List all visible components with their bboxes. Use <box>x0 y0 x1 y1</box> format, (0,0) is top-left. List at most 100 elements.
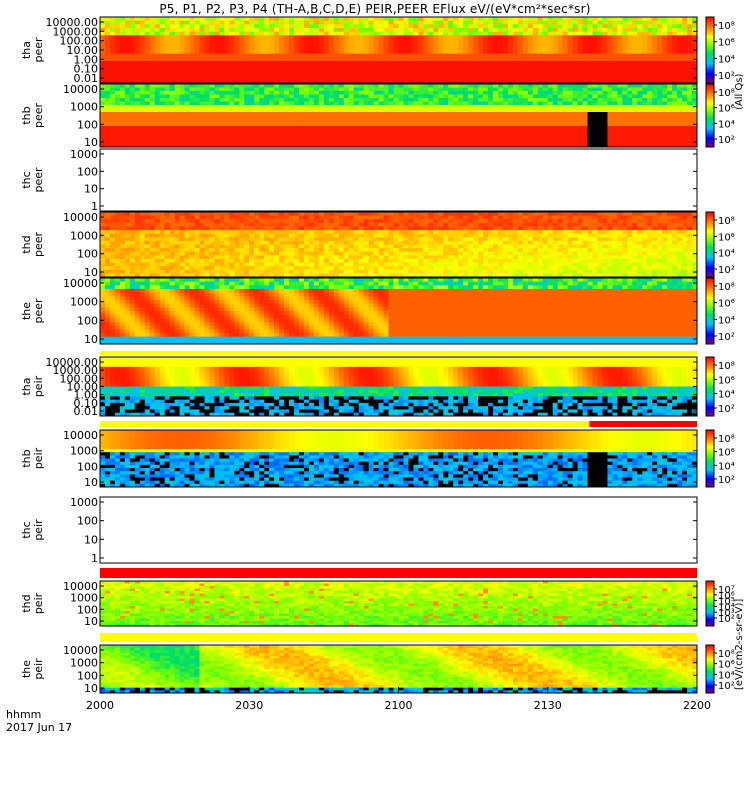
y-tick-label: 0.01 <box>74 405 99 418</box>
date-label: 2017 Jun 17 <box>6 721 72 734</box>
panel-thc-peer: 1000 100 10 1 thc peer <box>20 148 698 213</box>
spectrogram-cells <box>100 278 698 345</box>
colorbar-tick-label: 10² <box>718 475 735 486</box>
y-tick-label: 1000 <box>70 592 98 605</box>
colorbar-tick-label: 10⁴ <box>718 670 735 681</box>
colorbar-unit-alt-group: (All Qs) <box>734 73 745 110</box>
colorbar-tick-label: 10⁶ <box>718 104 735 115</box>
probe-label: tha <box>20 377 33 395</box>
y-tick-label: 100 <box>77 669 98 682</box>
colorbar-tick-label: 10⁴ <box>718 602 735 613</box>
colorbar-tick-label: 10² <box>718 614 735 625</box>
x-tick-label: 2100 <box>385 699 413 712</box>
probe-label: thb <box>20 106 33 124</box>
colorbar-tick-label: 10⁶ <box>718 591 735 602</box>
colorbar-tick-label: 10⁸ <box>718 282 735 293</box>
colorbar-tick-label: 10⁴ <box>718 315 735 326</box>
x-tick-label: 2130 <box>534 699 562 712</box>
y-tick-label: 10000 <box>63 211 98 224</box>
species-label: peir <box>32 658 45 680</box>
species-label: peer <box>32 103 45 129</box>
spectrogram-cells <box>100 17 698 84</box>
quality-bar <box>100 568 697 578</box>
colorbar-tick-label: 10² <box>718 332 735 343</box>
spectrogram-cells <box>100 430 698 488</box>
y-tick-label: 0.10 <box>74 397 99 410</box>
y-tick-label: 10 <box>84 682 98 695</box>
y-tick-label: 10 <box>84 615 98 628</box>
colorbar-tick-label: 10⁸ <box>718 88 735 99</box>
y-tick-label: 10000 <box>63 580 98 593</box>
quality-bar <box>100 633 697 642</box>
panel-label: thc peir <box>20 519 45 541</box>
species-label: peir <box>32 592 45 614</box>
spectrogram-cells <box>100 84 698 148</box>
y-tick-label: 1000 <box>70 296 98 309</box>
species-label: peer <box>32 37 45 63</box>
colorbar-tick-label: 10² <box>718 681 735 692</box>
colorbar-tick-label: 10⁵ <box>718 597 735 608</box>
colorbar-tick-label: 10⁸ <box>718 649 735 660</box>
panel-thc-peir: 1000 100 10 1 thc peir <box>20 496 698 565</box>
colorbar-tick-label: 10⁶ <box>718 38 735 49</box>
y-tick-label: 0.10 <box>74 63 99 76</box>
colorbar-tick-label: 10⁴ <box>718 461 735 472</box>
y-tick-label: 100 <box>77 460 98 473</box>
y-tick-label: 100 <box>77 248 98 261</box>
x-axis: 2000 2030 2100 2130 2200 <box>86 687 711 712</box>
y-tick-label: 100 <box>77 165 98 178</box>
y-tick-label: 100 <box>77 603 98 616</box>
colorbar-tick-label: 10⁸ <box>718 361 735 372</box>
colorbar-unit-alt-label: (All Qs) <box>734 73 745 110</box>
y-tick-label: 1000 <box>70 445 98 458</box>
y-tick-label: 10 <box>84 136 98 149</box>
y-tick-label: 1.00 <box>74 389 99 402</box>
y-tick-label: 10 <box>84 333 98 346</box>
y-tick-label: 0.01 <box>74 72 99 85</box>
quality-bar <box>100 421 697 427</box>
colorbar-tick-label: 10³ <box>718 608 735 619</box>
species-label: peer <box>32 232 45 258</box>
panel-label: tha peer <box>20 37 45 63</box>
colorbar-tick-label: 10⁶ <box>718 375 735 386</box>
colorbar-tick-label: 10² <box>718 135 735 146</box>
colorbar-tick-label: 10² <box>718 71 735 82</box>
colorbar-tick-label: 10⁴ <box>718 249 735 260</box>
panel-label: thb peer <box>20 103 45 129</box>
spectrogram-cells <box>100 212 698 278</box>
y-tick-label: 1000 <box>70 148 98 161</box>
y-tick-label: 1.00 <box>74 53 99 66</box>
x-tick-label: 2000 <box>86 699 114 712</box>
y-tick-label: 100.00 <box>60 372 99 385</box>
panel-label: the peir <box>20 658 45 680</box>
colorbar-tick-label: 10² <box>718 265 735 276</box>
y-tick-label: 1000 <box>70 101 98 114</box>
species-label: peir <box>32 375 45 397</box>
panel-label: tha peir <box>20 375 45 397</box>
colorbar-tick-label: 10⁶ <box>718 232 735 243</box>
probe-label: the <box>20 660 33 678</box>
y-tick-label: 1000 <box>70 496 98 509</box>
species-label: peer <box>32 298 45 324</box>
species-label: peir <box>32 447 45 469</box>
probe-label: tha <box>20 41 33 59</box>
panel-thb-peir: 10000 1000 100 10 thb peir 10⁸ 10⁶ 10⁴ 10² <box>20 421 735 489</box>
y-tick-label: 10000.00 <box>46 356 99 369</box>
panel-label: thd peer <box>20 232 45 258</box>
y-tick-label: 10 <box>84 533 98 546</box>
y-tick-label: 100 <box>77 515 98 528</box>
colorbar-tick-label: 10² <box>718 404 735 415</box>
y-tick-label: 1000 <box>70 229 98 242</box>
colorbar-unit-group: [eV/(cm2-s-sr-eV)] <box>734 599 745 690</box>
panel-thd-peer: 10000 1000 100 10 thd peer 10⁸ 10⁶ 10⁴ 10² <box>20 211 735 279</box>
probe-label: thc <box>20 171 33 188</box>
x-tick-label: 2030 <box>235 699 263 712</box>
